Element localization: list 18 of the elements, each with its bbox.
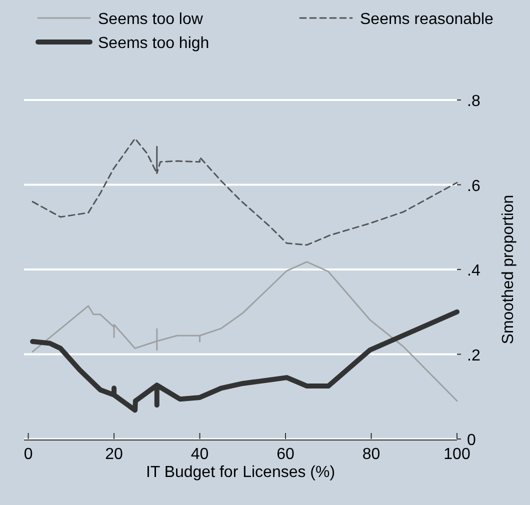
line-series bbox=[32, 138, 458, 246]
y-tick-label: 0 bbox=[467, 432, 476, 449]
legend-label: Seems reasonable bbox=[360, 11, 494, 28]
y-tick-label: .2 bbox=[467, 347, 480, 364]
x-tick-label: 40 bbox=[190, 446, 209, 463]
y-tick-label: .4 bbox=[467, 262, 480, 280]
legend-label: Seems too high bbox=[98, 35, 210, 52]
x-tick-label: 0 bbox=[24, 446, 33, 463]
x-tick-label: 60 bbox=[276, 446, 295, 463]
x-tick-label: 80 bbox=[362, 446, 380, 463]
y-tick-label: .6 bbox=[467, 178, 480, 195]
x-tick-label: 20 bbox=[105, 446, 124, 463]
y-tick-label: .8 bbox=[467, 93, 480, 110]
y-axis-title: Smoothed proportion bbox=[500, 194, 517, 344]
line-series bbox=[32, 261, 458, 402]
x-axis-title: IT Budget for Licenses (%) bbox=[146, 464, 336, 481]
legend-label: Seems too low bbox=[98, 11, 204, 28]
x-tick-label: 100 bbox=[444, 446, 470, 463]
